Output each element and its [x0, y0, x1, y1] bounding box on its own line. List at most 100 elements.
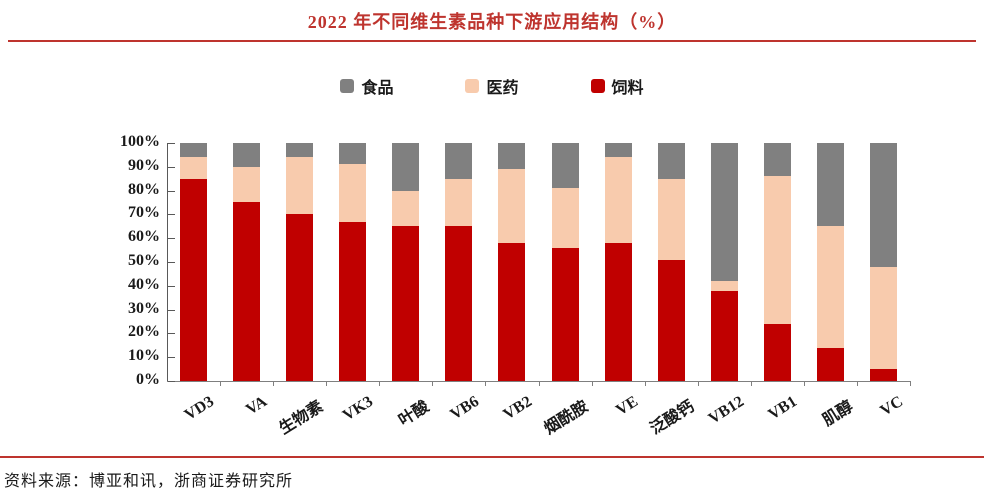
x-axis-line [167, 381, 911, 382]
y-axis-tick [168, 357, 175, 359]
segment-VB12-医药 [710, 281, 738, 291]
segment-VD3-饲料 [180, 178, 208, 381]
y-axis-tick [168, 381, 175, 382]
legend-swatch-icon [465, 79, 480, 93]
segment-VK3-饲料 [339, 221, 367, 381]
segment-VE-饲料 [604, 242, 632, 381]
segment-VB2-医药 [498, 169, 526, 243]
bar-肌醇 [816, 143, 844, 381]
segment-VB2-饲料 [498, 242, 526, 381]
x-axis-tick [803, 382, 805, 386]
y-axis-tick [168, 190, 175, 192]
legend-label: 食品 [361, 80, 394, 97]
x-axis-tick [326, 382, 328, 386]
segment-VE-医药 [604, 157, 632, 243]
segment-烟酰胺-医药 [551, 188, 579, 248]
x-axis-tick [538, 382, 540, 386]
segment-叶酸-医药 [392, 190, 420, 227]
segment-VA-饲料 [233, 202, 261, 381]
segment-泛酸钙-食品 [657, 143, 685, 179]
bar-VB1 [763, 143, 791, 381]
segment-VB1-食品 [763, 143, 791, 177]
footer-divider-line [0, 456, 984, 458]
y-axis-tick-label: 30% [128, 299, 160, 317]
segment-VC-医药 [869, 266, 897, 370]
y-axis-tick [168, 309, 175, 311]
bar-生物素 [286, 143, 314, 381]
y-axis-tick [168, 262, 175, 263]
x-axis-tick [485, 382, 487, 386]
segment-VE-食品 [604, 143, 632, 158]
legend-item-饲料: 饲料 [590, 74, 644, 98]
bar-VB12 [710, 143, 738, 381]
y-axis-tick-label: 0% [136, 371, 160, 388]
x-axis-tick [273, 382, 275, 386]
y-axis-tick-label: 90% [128, 156, 160, 174]
segment-肌醇-食品 [816, 143, 844, 227]
y-axis-tick [168, 238, 175, 240]
segment-VD3-食品 [180, 143, 208, 158]
y-axis-tick [168, 166, 175, 168]
title-divider-line [8, 40, 976, 42]
legend-label: 饲料 [611, 80, 644, 97]
segment-VB6-医药 [445, 178, 473, 227]
y-axis-tick [168, 214, 175, 216]
bar-VB2 [498, 143, 526, 381]
x-axis-tick [856, 382, 858, 386]
legend: 食品 医药 饲料 [0, 74, 984, 98]
y-axis-tick-label: 80% [128, 180, 160, 198]
source-note: 资料来源：博亚和讯，浙商证券研究所 [4, 473, 294, 490]
segment-生物素-食品 [286, 143, 314, 158]
y-axis-tick [168, 333, 175, 335]
bar-VC [869, 143, 897, 381]
legend-swatch-icon [340, 79, 355, 93]
segment-VB2-食品 [498, 143, 526, 170]
x-axis-tick [220, 382, 222, 386]
y-axis-tick-label: 60% [128, 228, 160, 246]
segment-VC-食品 [869, 143, 897, 267]
y-axis-line [167, 143, 168, 381]
segment-泛酸钙-医药 [657, 178, 685, 260]
y-axis-tick-label: 40% [128, 275, 160, 293]
y-axis-tick-label: 70% [128, 204, 160, 222]
segment-肌醇-饲料 [816, 347, 844, 381]
legend-item-食品: 食品 [340, 74, 393, 98]
x-axis-tick [591, 382, 593, 386]
chart-title: 2022 年不同维生素品种下游应用结构（%） [307, 12, 677, 32]
bar-VD3 [180, 143, 208, 381]
y-axis-tick [168, 285, 175, 287]
segment-肌醇-医药 [816, 226, 844, 348]
bar-VA [233, 143, 261, 381]
x-axis-tick [644, 382, 646, 386]
segment-VB1-医药 [763, 176, 791, 324]
x-axis-tick [750, 382, 752, 386]
y-axis-tick-label: 10% [128, 347, 160, 365]
segment-VD3-医药 [180, 157, 208, 179]
segment-VK3-食品 [339, 143, 367, 165]
bar-叶酸 [392, 143, 420, 381]
segment-生物素-饲料 [286, 214, 314, 381]
segment-烟酰胺-食品 [551, 143, 579, 189]
x-axis-tick [432, 382, 434, 386]
bar-泛酸钙 [657, 143, 685, 381]
bar-VK3 [339, 143, 367, 381]
bar-烟酰胺 [551, 143, 579, 381]
segment-VA-医药 [233, 166, 261, 203]
y-axis-tick [168, 143, 175, 144]
x-axis-tick [910, 382, 911, 386]
segment-烟酰胺-饲料 [551, 247, 579, 381]
bar-VB6 [445, 143, 473, 381]
segment-叶酸-饲料 [392, 226, 420, 381]
segment-VC-饲料 [869, 369, 897, 381]
y-axis-tick-label: 50% [128, 252, 160, 269]
segment-VB6-食品 [445, 143, 473, 179]
legend-swatch-icon [590, 79, 605, 93]
segment-泛酸钙-饲料 [657, 259, 685, 381]
legend-item-医药: 医药 [465, 74, 519, 98]
y-axis-tick-label: 100% [120, 133, 160, 150]
y-axis-tick-label: 20% [128, 323, 160, 341]
segment-VB6-饲料 [445, 226, 473, 381]
segment-VK3-医药 [339, 164, 367, 222]
x-axis-tick [379, 382, 381, 386]
